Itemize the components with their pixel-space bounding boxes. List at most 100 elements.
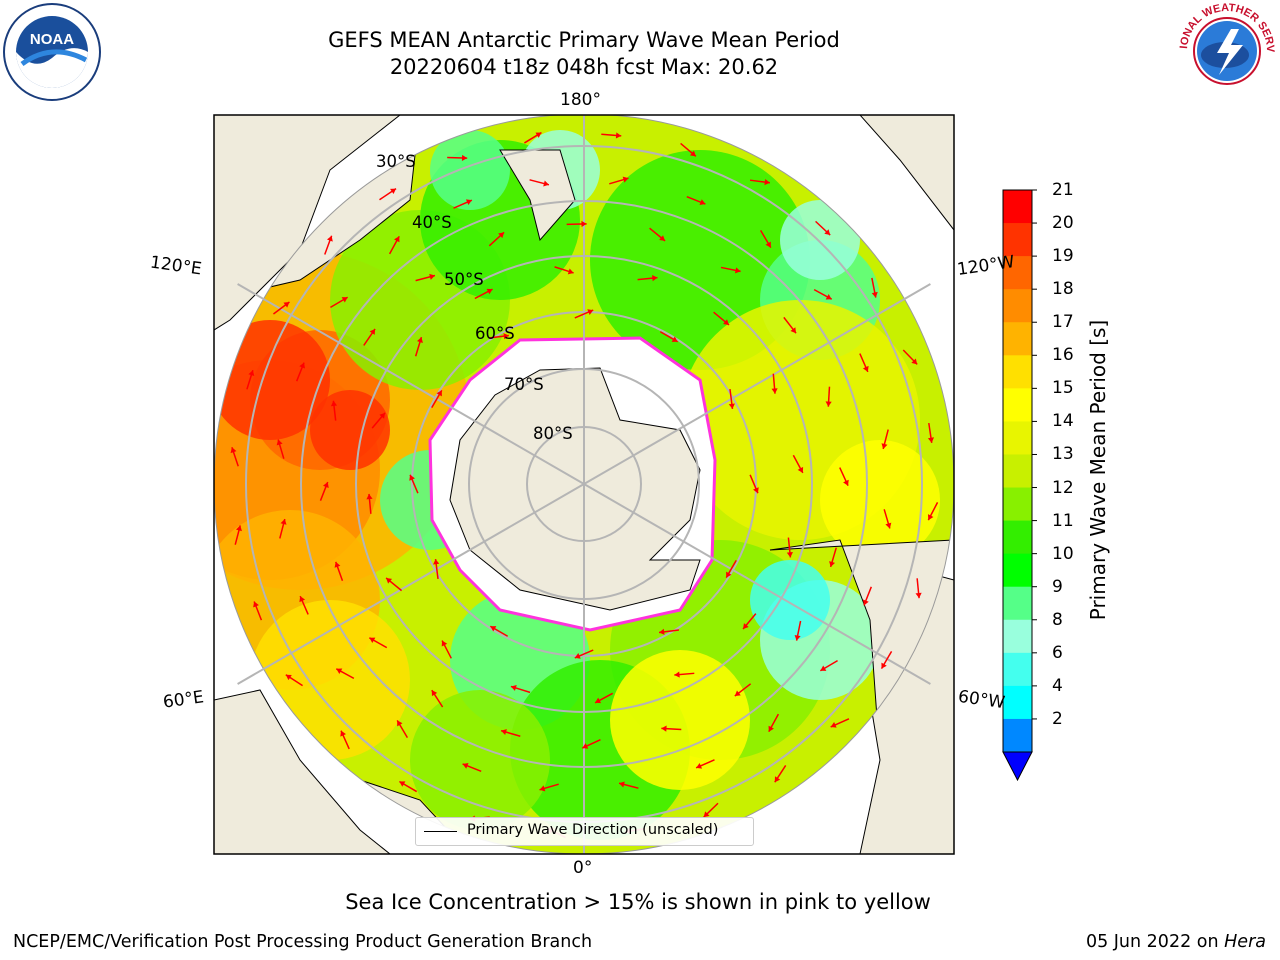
wave-direction-arrowhead-26	[771, 388, 778, 394]
lon-label-0: 0°	[573, 858, 593, 878]
wave-direction-arrowhead-27	[797, 466, 804, 473]
wave-direction-arrowhead-18	[386, 577, 393, 584]
footer-branch: NCEP/EMC/Verification Post Processing Pr…	[13, 932, 593, 952]
wave-direction-arrowhead-50	[619, 781, 625, 788]
colorbar-frame	[1002, 189, 1033, 753]
colorbar-band-1	[1003, 223, 1032, 257]
colorbar-tick-label: 20	[1052, 213, 1074, 234]
colorbar-band-2	[1003, 256, 1032, 290]
wave-direction-arrowhead-79	[253, 601, 259, 608]
wave-direction-arrowhead-45	[825, 401, 832, 407]
lat-label-30s: 30°S	[376, 152, 416, 171]
colorbar-tick-label: 21	[1052, 180, 1074, 200]
legend-label: Primary Wave Direction (unscaled)	[467, 822, 719, 838]
colorbar-tick-label: 10	[1052, 543, 1074, 564]
wave-direction-arrowhead-14	[674, 671, 680, 678]
wave-direction-arrowhead-53	[397, 720, 403, 727]
footer-date-text: 05 Jun 2022 on	[1085, 932, 1225, 952]
wave-direction-arrowhead-65	[765, 241, 771, 248]
colorbar-band-15	[1003, 685, 1032, 720]
svg-text:NOAA: NOAA	[30, 31, 74, 48]
colorbar-tick-label: 8	[1052, 609, 1063, 630]
wave-direction-arrowhead-51	[539, 785, 546, 792]
wave-direction-arrowhead-32	[501, 729, 507, 736]
wave-direction-arrowhead-56	[280, 519, 287, 525]
colorbar-tick-label: 13	[1052, 444, 1074, 465]
wave-direction-arrowhead-29	[734, 690, 741, 697]
colorbar-tick-label: 16	[1052, 345, 1074, 366]
wave-direction-arrowhead-4	[490, 626, 497, 632]
wave-period-region-4	[310, 390, 390, 470]
wave-direction-arrowhead-0	[753, 487, 759, 494]
wave-direction-arrowhead-15	[595, 697, 602, 704]
meridian-line-120	[583, 483, 931, 685]
colorbar-band-5	[1003, 355, 1032, 389]
wave-direction-arrowhead-30	[661, 725, 667, 732]
wave-direction-arrowhead-24	[652, 275, 658, 282]
wave-direction-arrowhead-92	[871, 291, 878, 298]
wave-direction-arrowhead-9	[587, 309, 594, 315]
wave-direction-arrowhead-72	[703, 811, 710, 818]
wave-direction-arrowhead-60	[394, 236, 400, 243]
wave-period-region-3	[214, 320, 330, 440]
wave-direction-arrowhead-94	[927, 437, 935, 443]
wave-direction-arrowhead-16	[510, 685, 517, 691]
wave-direction-arrowhead-78	[285, 674, 292, 681]
wave-direction-arrowhead-64	[699, 199, 706, 206]
wave-direction-arrowhead-42	[659, 235, 666, 241]
wave-direction-arrowhead-95	[927, 514, 934, 521]
colorbar-band-4	[1003, 322, 1032, 356]
legend-line-swatch	[424, 831, 457, 832]
wave-direction-arrowhead-85	[390, 188, 397, 195]
wave-direction-arrowhead-36	[322, 482, 329, 488]
wave-direction-arrowhead-99	[774, 776, 781, 783]
colorbar-extend-triangle	[1002, 751, 1033, 782]
wave-direction-arrowhead-63	[622, 176, 629, 183]
wave-direction-arrowhead-77	[340, 730, 346, 737]
lat-label-80s: 80°S	[533, 424, 573, 443]
colorbar-band-12	[1003, 586, 1032, 621]
wave-direction-arrowhead-21	[416, 337, 423, 343]
colorbar-tick-label: 18	[1052, 279, 1074, 300]
wave-direction-arrowhead-57	[276, 439, 283, 446]
wave-direction-arrowhead-41	[581, 220, 587, 228]
wave-direction-arrowhead-44	[790, 327, 797, 334]
wave-direction-arrowhead-98	[830, 722, 837, 728]
wave-direction-arrowhead-62	[543, 180, 549, 187]
colorbar-tick-label: 11	[1052, 510, 1074, 531]
chart-title: GEFS MEAN Antarctic Primary Wave Mean Pe…	[328, 28, 840, 52]
wave-period-region-13	[820, 440, 940, 560]
wave-direction-arrowhead-61	[465, 199, 472, 206]
colorbar-band-11	[1003, 553, 1032, 588]
lat-label-60s: 60°S	[475, 324, 515, 343]
sea-ice-caption: Sea Ice Concentration > 15% is shown in …	[345, 890, 931, 914]
wave-direction-arrowhead-17	[441, 640, 448, 647]
lat-label-40s: 40°S	[412, 213, 452, 232]
footer-date: 05 Jun 2022 on Hera	[1086, 932, 1266, 952]
colorbar-label: Primary Wave Mean Period [s]	[1086, 319, 1110, 621]
wave-direction-arrowhead-93	[911, 358, 918, 365]
wave-period-region-19	[410, 690, 550, 830]
colorbar-band-6	[1003, 388, 1032, 422]
wave-period-region-11	[780, 200, 860, 280]
wave-direction-arrowhead-23	[567, 268, 574, 275]
colorbar-tick-label: 15	[1052, 378, 1074, 399]
colorbar-band-3	[1003, 289, 1032, 323]
new-zealand-landmass	[499, 149, 576, 242]
wave-direction-arrowhead-69	[885, 522, 892, 529]
wave-direction-arrowhead-6	[409, 474, 415, 481]
wave-direction-arrowhead-40	[498, 232, 505, 239]
wave-direction-arrowhead-66	[825, 294, 832, 300]
wave-direction-arrowhead-84	[326, 235, 333, 242]
lat-label-50s: 50°S	[444, 270, 484, 289]
wave-direction-arrowhead-48	[768, 725, 774, 732]
wave-direction-arrowhead-76	[399, 781, 406, 787]
wave-direction-arrowhead-39	[429, 273, 435, 280]
colorbar-band-16	[1003, 718, 1032, 753]
wave-direction-arrowhead-33	[431, 690, 438, 697]
colorbar-band-13	[1003, 619, 1032, 654]
footer-host: Hera	[1224, 932, 1266, 952]
chart-subtitle: 20220604 t18z 048h fcst Max: 20.62	[389, 55, 779, 79]
wave-direction-arrowhead-80	[235, 525, 242, 532]
